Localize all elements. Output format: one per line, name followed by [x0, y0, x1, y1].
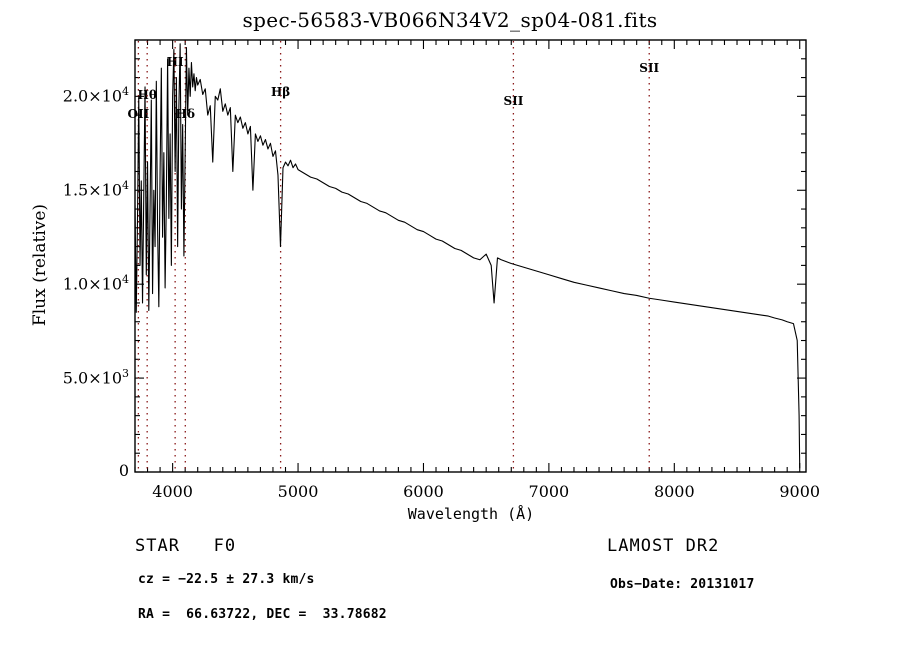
x-tick-label: 7000	[528, 482, 570, 501]
x-tick-label: 8000	[653, 482, 695, 501]
coordinates-text: RA = 66.63722, DEC = 33.78682	[138, 607, 387, 622]
star-type-text: STAR F0	[135, 536, 237, 556]
page-title: spec-56583-VB066N34V2_sp04-081.fits	[242, 8, 658, 32]
survey-text: LAMOST DR2	[607, 536, 720, 556]
y-tick-label: 1.0×104	[62, 273, 129, 294]
y-tick-label: 0	[118, 461, 129, 480]
y-tick-label: 5.0×103	[62, 367, 129, 388]
spectral-line-label: SII	[639, 60, 660, 75]
spectral-line-label: Hθ	[137, 87, 157, 102]
x-tick-label: 9000	[779, 482, 821, 501]
obs-date-text: Obs−Date: 20131017	[610, 577, 755, 592]
spectral-line-label: Hβ	[270, 85, 291, 100]
redshift-text: cz = −22.5 ± 27.3 km/s	[138, 572, 315, 587]
x-tick-label: 6000	[403, 482, 444, 501]
x-tick-label: 4000	[152, 482, 193, 501]
y-tick-label: 2.0×104	[62, 85, 129, 106]
y-tick-label: 1.5×104	[62, 179, 129, 200]
x-tick-label: 5000	[277, 482, 319, 501]
y-axis-tick-labels: 0 5.0×103 1.0×104 1.5×104 2.0×104	[0, 0, 129, 650]
x-axis-label: Wavelength (Å)	[407, 505, 535, 523]
